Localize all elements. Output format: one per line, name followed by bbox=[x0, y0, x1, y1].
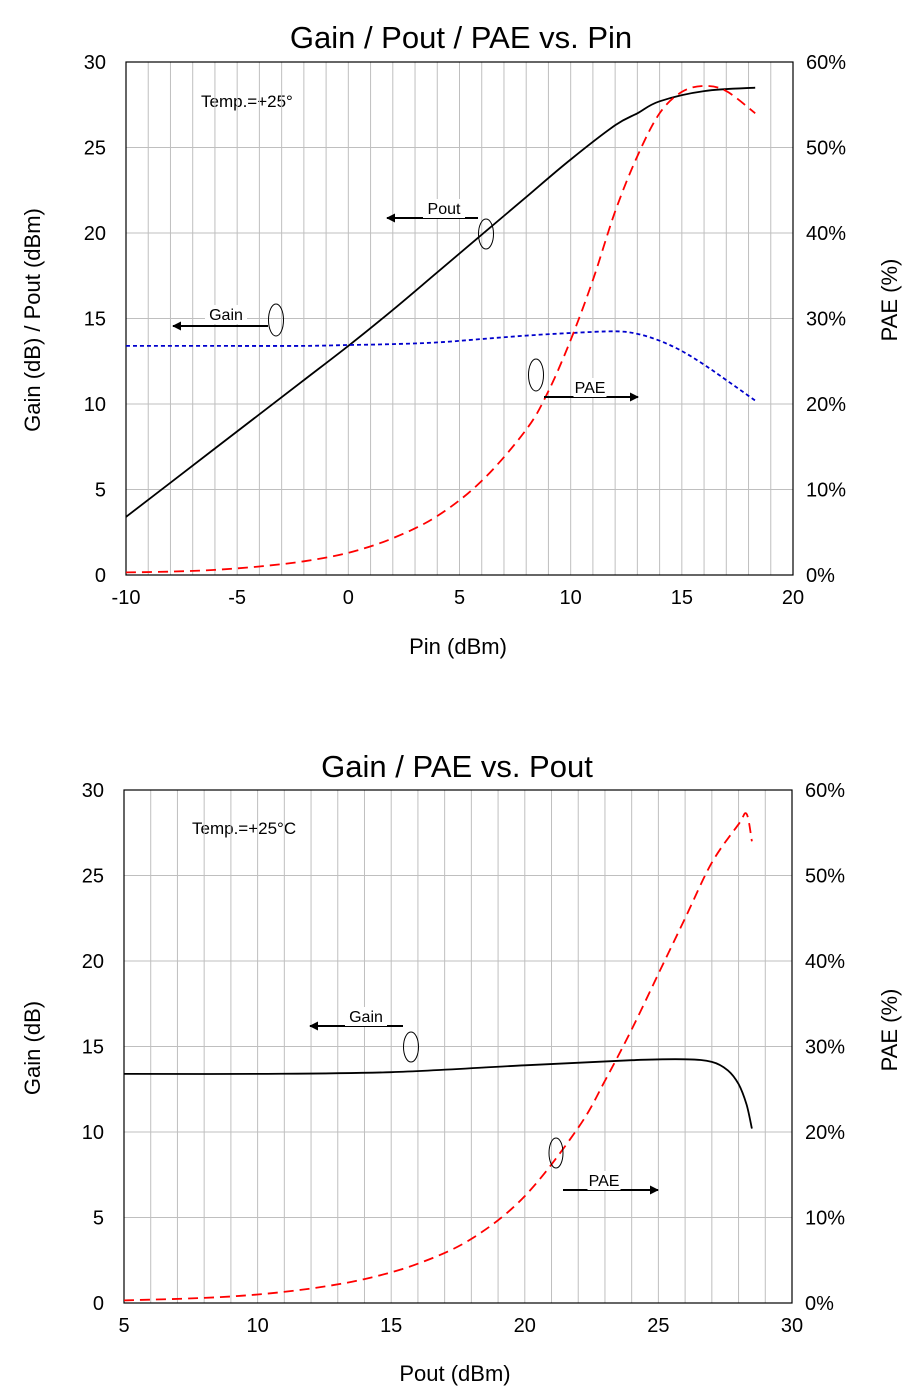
series-line-pout bbox=[125, 86, 756, 518]
y-tick-label: 10 bbox=[84, 394, 106, 416]
y-tick-label: 25 bbox=[82, 866, 104, 888]
y-axis-label: Gain (dB) bbox=[20, 1001, 45, 1095]
y2-tick-label: 0% bbox=[806, 565, 835, 587]
note-background bbox=[182, 810, 340, 850]
annotation-label-background bbox=[345, 1007, 387, 1026]
series-line-gain bbox=[126, 330, 756, 402]
temperature-note: Temp.=+25°C bbox=[192, 819, 296, 838]
y2-tick-label: 50% bbox=[806, 138, 846, 160]
annotation-gain: Gain bbox=[309, 1007, 419, 1063]
x-axis-label: Pout (dBm) bbox=[399, 1361, 510, 1386]
annotation-label: Pout bbox=[428, 201, 461, 218]
chart-title: Gain / Pout / PAE vs. Pin bbox=[290, 20, 632, 55]
y-axis-label: Gain (dB) / Pout (dBm) bbox=[20, 208, 45, 432]
note-box: Temp.=+25° bbox=[191, 82, 337, 122]
y-tick-label: 30 bbox=[82, 780, 104, 802]
y2-tick-label: 20% bbox=[806, 394, 846, 416]
plot-layer: 5 10 15 20 25 300510152025300%10%20%30%40%50%… bbox=[82, 780, 845, 1337]
y2-tick-label: 50% bbox=[805, 866, 845, 888]
x-tick-label: 10 bbox=[560, 587, 582, 609]
note-box: Temp.=+25°C bbox=[182, 810, 340, 850]
x-tick-label: 20 bbox=[782, 587, 804, 609]
x-tick-label: 30 bbox=[781, 1315, 803, 1337]
annotation-ellipse bbox=[403, 1031, 419, 1063]
x-tick-label: 20 bbox=[514, 1315, 536, 1337]
annotation-ellipse bbox=[548, 1137, 564, 1169]
gridlines bbox=[124, 790, 792, 1303]
chart-title: Gain / PAE vs. Pout bbox=[321, 749, 593, 784]
x-tick-label: 5 bbox=[454, 587, 465, 609]
chart-gain-pae-vs-pout: Gain / PAE vs. Pout Pout (dBm) Gain (dB)… bbox=[20, 749, 902, 1386]
plot-frame bbox=[125, 61, 794, 576]
y-tick-label: 15 bbox=[84, 309, 106, 331]
y2-axis-ticks: 0% 10% 20% 30% 40% 50% 60% bbox=[805, 780, 845, 1315]
temperature-note: Temp.=+25° bbox=[201, 92, 293, 111]
x-tick-label: -5 bbox=[228, 587, 246, 609]
x-axis-ticks: -10 -5 0 5 10 15 20 bbox=[112, 587, 805, 609]
y-tick-label: 25 bbox=[84, 138, 106, 160]
y-tick-label: 0 bbox=[93, 1293, 104, 1315]
x-tick-label: 0 bbox=[343, 587, 354, 609]
x-tick-label: 25 bbox=[647, 1315, 669, 1337]
y-tick-label: 30 bbox=[84, 52, 106, 74]
gridlines bbox=[126, 62, 793, 575]
y2-tick-label: 30% bbox=[805, 1037, 845, 1059]
annotation-label-background bbox=[205, 305, 247, 324]
annotation-pae: PAE bbox=[548, 1137, 659, 1195]
y-tick-label: 10 bbox=[82, 1122, 104, 1144]
annotation-ellipse bbox=[268, 303, 284, 337]
y2-axis-ticks: 0% 10% 20% 30% 40% 50% 60% bbox=[806, 52, 846, 587]
y2-axis-label: PAE (%) bbox=[877, 989, 902, 1072]
y-axis-ticks: 0 5 10 15 20 25 30 bbox=[84, 52, 106, 587]
y2-tick-label: 60% bbox=[806, 52, 846, 74]
x-tick-label: 10 bbox=[246, 1315, 268, 1337]
annotation-pae: PAE bbox=[528, 358, 639, 402]
annotation-label: PAE bbox=[589, 1173, 620, 1190]
annotation-pout: Pout bbox=[386, 199, 494, 250]
annotation-label: Gain bbox=[209, 307, 243, 324]
y-tick-label: 20 bbox=[82, 951, 104, 973]
y-tick-label: 5 bbox=[95, 480, 106, 502]
annotation-gain: Gain bbox=[172, 303, 284, 337]
y-tick-label: 5 bbox=[93, 1208, 104, 1230]
y-tick-label: 20 bbox=[84, 223, 106, 245]
annotation-label-background bbox=[587, 1171, 621, 1190]
series-line-pae bbox=[123, 812, 753, 1302]
x-axis-label: Pin (dBm) bbox=[409, 634, 507, 659]
x-tick-label: 15 bbox=[671, 587, 693, 609]
x-tick-label: 15 bbox=[380, 1315, 402, 1337]
y2-tick-label: 0% bbox=[805, 1293, 834, 1315]
series-line-gain bbox=[123, 1058, 753, 1129]
y2-tick-label: 30% bbox=[806, 309, 846, 331]
annotation-label-background bbox=[423, 199, 465, 218]
y-tick-label: 15 bbox=[82, 1037, 104, 1059]
chart-gain-pout-pae-vs-pin: Gain / Pout / PAE vs. Pin Pin (dBm) Gain… bbox=[20, 20, 902, 659]
series-line-pae bbox=[125, 84, 756, 574]
y2-tick-label: 60% bbox=[805, 780, 845, 802]
y-tick-label: 0 bbox=[95, 565, 106, 587]
annotation-label-background bbox=[573, 378, 607, 397]
annotation-label: PAE bbox=[575, 380, 606, 397]
y-axis-ticks: 0 5 10 15 20 25 30 bbox=[82, 780, 104, 1315]
y2-tick-label: 40% bbox=[806, 223, 846, 245]
y2-axis-label: PAE (%) bbox=[877, 259, 902, 342]
x-axis-ticks: 5 10 15 20 25 30 bbox=[118, 1315, 803, 1337]
y2-tick-label: 10% bbox=[805, 1208, 845, 1230]
plot-frame bbox=[123, 789, 793, 1304]
x-tick-label: -10 bbox=[112, 587, 141, 609]
plot-layer: -10 -5 0 5 10 15 20 0 5 10 15 20 25 30 0% 10% 20% 30% 40% 5… bbox=[84, 52, 846, 609]
y2-tick-label: 10% bbox=[806, 480, 846, 502]
x-tick-label: 5 bbox=[118, 1315, 129, 1337]
y2-tick-label: 40% bbox=[805, 951, 845, 973]
y2-tick-label: 20% bbox=[805, 1122, 845, 1144]
annotation-ellipse bbox=[528, 358, 544, 392]
annotation-ellipse bbox=[478, 218, 494, 250]
annotation-label: Gain bbox=[349, 1009, 383, 1026]
